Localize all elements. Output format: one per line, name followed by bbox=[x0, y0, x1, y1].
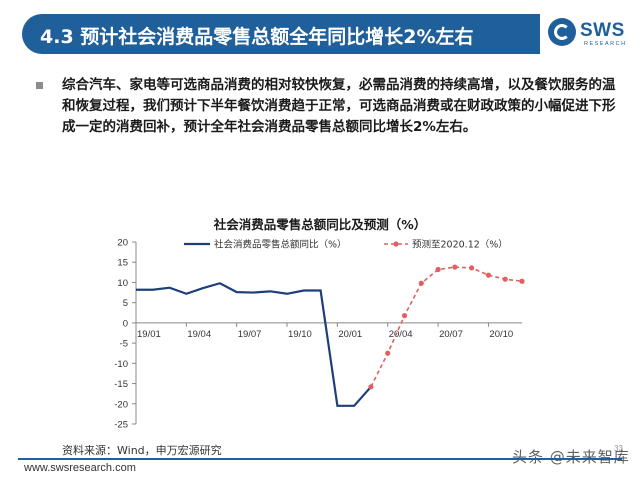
footer-url: www.swsresearch.com bbox=[24, 462, 136, 474]
bullet-text: 综合汽车、家电等可选商品消费的相对较快恢复，必需品消费的持续高增，以及餐饮服务的… bbox=[62, 77, 616, 135]
footer-divider bbox=[18, 458, 622, 460]
forecast-point bbox=[385, 350, 391, 356]
chart-title: 社会消费品零售总额同比及预测（%） bbox=[213, 217, 427, 232]
watermark: 头条 @未来智库 bbox=[512, 448, 630, 466]
y-tick-label: -5 bbox=[120, 339, 128, 350]
x-tick-label: 19/07 bbox=[238, 329, 262, 340]
legend-label-actual: 社会消费品零售总额同比（%） bbox=[214, 239, 347, 251]
forecast-point bbox=[519, 278, 525, 284]
forecast-point bbox=[435, 266, 441, 273]
y-tick-label: -25 bbox=[114, 420, 128, 431]
legend-marker-forecast bbox=[393, 241, 399, 247]
x-tick-label: 19/04 bbox=[187, 329, 211, 340]
y-tick-label: -10 bbox=[114, 359, 128, 370]
forecast-point bbox=[485, 272, 492, 278]
bullet-square-icon bbox=[36, 82, 43, 89]
y-tick-label: 20 bbox=[117, 238, 128, 249]
x-tick-label: 20/07 bbox=[439, 329, 463, 340]
x-tick-label: 19/01 bbox=[137, 329, 161, 340]
x-tick-label: 20/01 bbox=[338, 329, 362, 340]
sws-logo-icon bbox=[548, 18, 576, 46]
forecast-point bbox=[418, 280, 424, 286]
forecast-point bbox=[368, 384, 374, 390]
y-tick-label: 10 bbox=[117, 278, 128, 289]
line-chart: 20 15 10 5 0 -5 -10 -15 -20 -25 19/01 19/04 19/07 19/… bbox=[114, 238, 525, 431]
x-tick-label: 20/04 bbox=[389, 329, 413, 340]
x-tick-label: 19/10 bbox=[288, 329, 312, 340]
forecast-point bbox=[502, 276, 508, 282]
series-line-actual bbox=[136, 282, 372, 407]
series-line-forecast bbox=[370, 266, 523, 388]
slide-title: 4.3 预计社会消费品零售总额全年同比增长2%左右 bbox=[40, 26, 474, 48]
logo-sub: RESEARCH bbox=[584, 41, 627, 47]
source-note: 资料来源：Wind，申万宏源研究 bbox=[62, 444, 222, 457]
sws-logo: SWS RESEARCH bbox=[548, 16, 630, 50]
y-tick-label: 5 bbox=[123, 298, 128, 309]
y-tick-label: 0 bbox=[123, 318, 128, 329]
forecast-point bbox=[401, 313, 408, 319]
legend-label-forecast: 预测至2020.12（%） bbox=[412, 239, 508, 251]
forecast-point bbox=[452, 264, 458, 270]
x-tick-label: 20/10 bbox=[489, 329, 513, 340]
y-tick-label: -20 bbox=[114, 399, 128, 410]
y-tick-label: 15 bbox=[117, 258, 128, 269]
logo-name: SWS bbox=[580, 20, 625, 41]
y-tick-label: -15 bbox=[114, 379, 128, 390]
forecast-point bbox=[469, 265, 475, 271]
title-bar bbox=[22, 14, 540, 54]
page-number: 33 bbox=[614, 444, 623, 453]
